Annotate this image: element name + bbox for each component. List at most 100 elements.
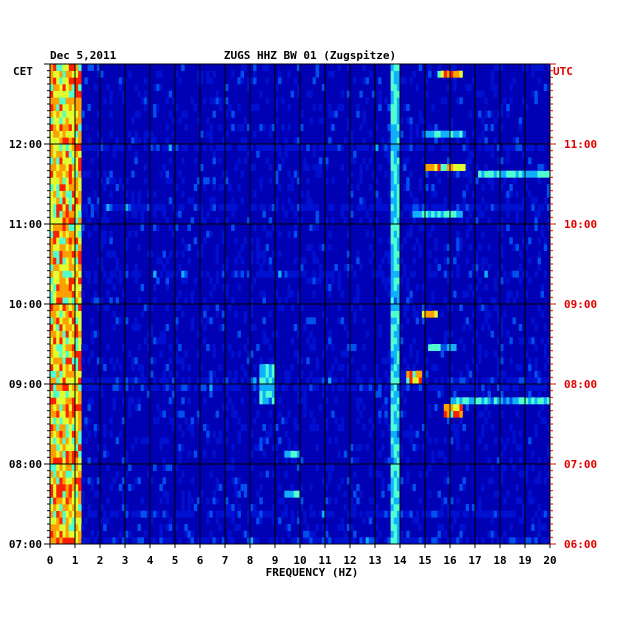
heatmap-cell xyxy=(446,330,451,338)
heatmap-cell xyxy=(53,317,57,325)
heatmap-cell xyxy=(378,324,382,331)
heatmap-cell xyxy=(53,504,57,511)
heatmap-cell xyxy=(90,330,95,338)
heatmap-cell xyxy=(415,310,420,318)
heatmap-cell xyxy=(409,117,413,125)
heatmap-cell xyxy=(156,417,160,425)
heatmap-cell xyxy=(468,177,473,185)
heatmap-cell xyxy=(75,504,79,511)
heatmap-cell xyxy=(346,177,351,185)
heatmap-cell xyxy=(400,144,404,151)
heatmap-cell xyxy=(418,110,423,118)
heatmap-cell xyxy=(212,430,216,438)
heatmap-cell xyxy=(121,204,126,211)
heatmap-cell xyxy=(434,130,438,138)
heatmap-cell xyxy=(459,370,463,378)
heatmap-cell xyxy=(415,84,420,91)
heatmap-cell xyxy=(246,124,251,131)
heatmap-cell xyxy=(434,404,438,411)
heatmap-cell xyxy=(465,257,470,265)
heatmap-cell xyxy=(131,197,135,205)
heatmap-cell xyxy=(515,217,520,225)
heatmap-cell xyxy=(384,170,388,178)
heatmap-cell xyxy=(71,150,76,158)
heatmap-cell xyxy=(453,510,457,518)
heatmap-cell xyxy=(96,530,101,538)
heatmap-cell xyxy=(153,204,157,211)
heatmap-cell xyxy=(440,310,445,318)
heatmap-cell xyxy=(153,270,157,278)
heatmap-cell xyxy=(215,310,220,318)
heatmap-cell xyxy=(59,464,63,471)
heatmap-cell xyxy=(131,357,135,365)
heatmap-cell xyxy=(443,437,448,445)
heatmap-cell xyxy=(87,477,91,485)
heatmap-cell xyxy=(109,110,113,118)
heatmap-cell xyxy=(528,337,532,345)
heatmap-cell xyxy=(331,364,335,371)
heatmap-cell xyxy=(309,204,313,211)
heatmap-cell xyxy=(68,250,73,258)
heatmap-cell xyxy=(68,90,73,98)
heatmap-cell xyxy=(187,364,191,371)
heatmap-cell xyxy=(456,130,460,138)
heatmap-cell xyxy=(350,510,354,518)
heatmap-cell xyxy=(315,217,320,225)
heatmap-cell xyxy=(328,230,332,238)
heatmap-cell xyxy=(418,250,423,258)
heatmap-cell xyxy=(184,270,188,278)
heatmap-cell xyxy=(250,450,254,458)
heatmap-cell xyxy=(71,397,76,405)
heatmap-cell xyxy=(428,384,432,391)
heatmap-cell xyxy=(459,537,463,545)
heatmap-cell xyxy=(465,84,470,91)
heatmap-cell xyxy=(237,144,241,151)
heatmap-cell xyxy=(390,437,395,445)
heatmap-cell xyxy=(143,204,148,211)
heatmap-cell xyxy=(253,504,257,511)
heatmap-cell xyxy=(262,290,266,298)
heatmap-cell xyxy=(390,144,395,151)
heatmap-cell xyxy=(221,237,226,245)
heatmap-cell xyxy=(312,164,316,171)
heatmap-cell xyxy=(56,477,60,485)
heatmap-cell xyxy=(396,130,401,138)
heatmap-cell xyxy=(62,530,66,538)
heatmap-cell xyxy=(318,170,323,178)
heatmap-cell xyxy=(56,497,60,505)
heatmap-cell xyxy=(81,357,85,365)
heatmap-cell xyxy=(53,410,57,418)
heatmap-cell xyxy=(75,484,79,491)
heatmap-cell xyxy=(218,524,223,531)
heatmap-cell xyxy=(512,204,516,211)
heatmap-cell xyxy=(456,404,460,411)
heatmap-cell xyxy=(465,397,470,405)
heatmap-cell xyxy=(378,390,382,398)
heatmap-cell xyxy=(253,77,257,85)
heatmap-cell xyxy=(165,284,170,291)
heatmap-cell xyxy=(143,437,148,445)
heatmap-cell xyxy=(250,164,254,171)
heatmap-cell xyxy=(396,290,401,298)
heatmap-cell xyxy=(412,210,416,218)
heatmap-cell xyxy=(359,264,363,271)
heatmap-cell xyxy=(512,297,516,305)
heatmap-cell xyxy=(509,190,513,198)
heatmap-cell xyxy=(396,124,401,131)
cet-tick-label: 12:00 xyxy=(9,138,42,151)
heatmap-cell xyxy=(65,204,70,211)
heatmap-cell xyxy=(396,504,401,511)
heatmap-cell xyxy=(153,104,157,111)
heatmap-cell xyxy=(331,217,335,225)
heatmap-cell xyxy=(78,277,82,285)
heatmap-cell xyxy=(221,144,226,151)
heatmap-cell xyxy=(393,64,398,71)
heatmap-cell xyxy=(140,310,145,318)
heatmap-cell xyxy=(409,437,413,445)
heatmap-cell xyxy=(109,97,113,105)
heatmap-cell xyxy=(490,150,495,158)
heatmap-cell xyxy=(206,497,210,505)
heatmap-cell xyxy=(300,457,304,465)
heatmap-cell xyxy=(465,170,470,178)
heatmap-cell xyxy=(459,217,463,225)
